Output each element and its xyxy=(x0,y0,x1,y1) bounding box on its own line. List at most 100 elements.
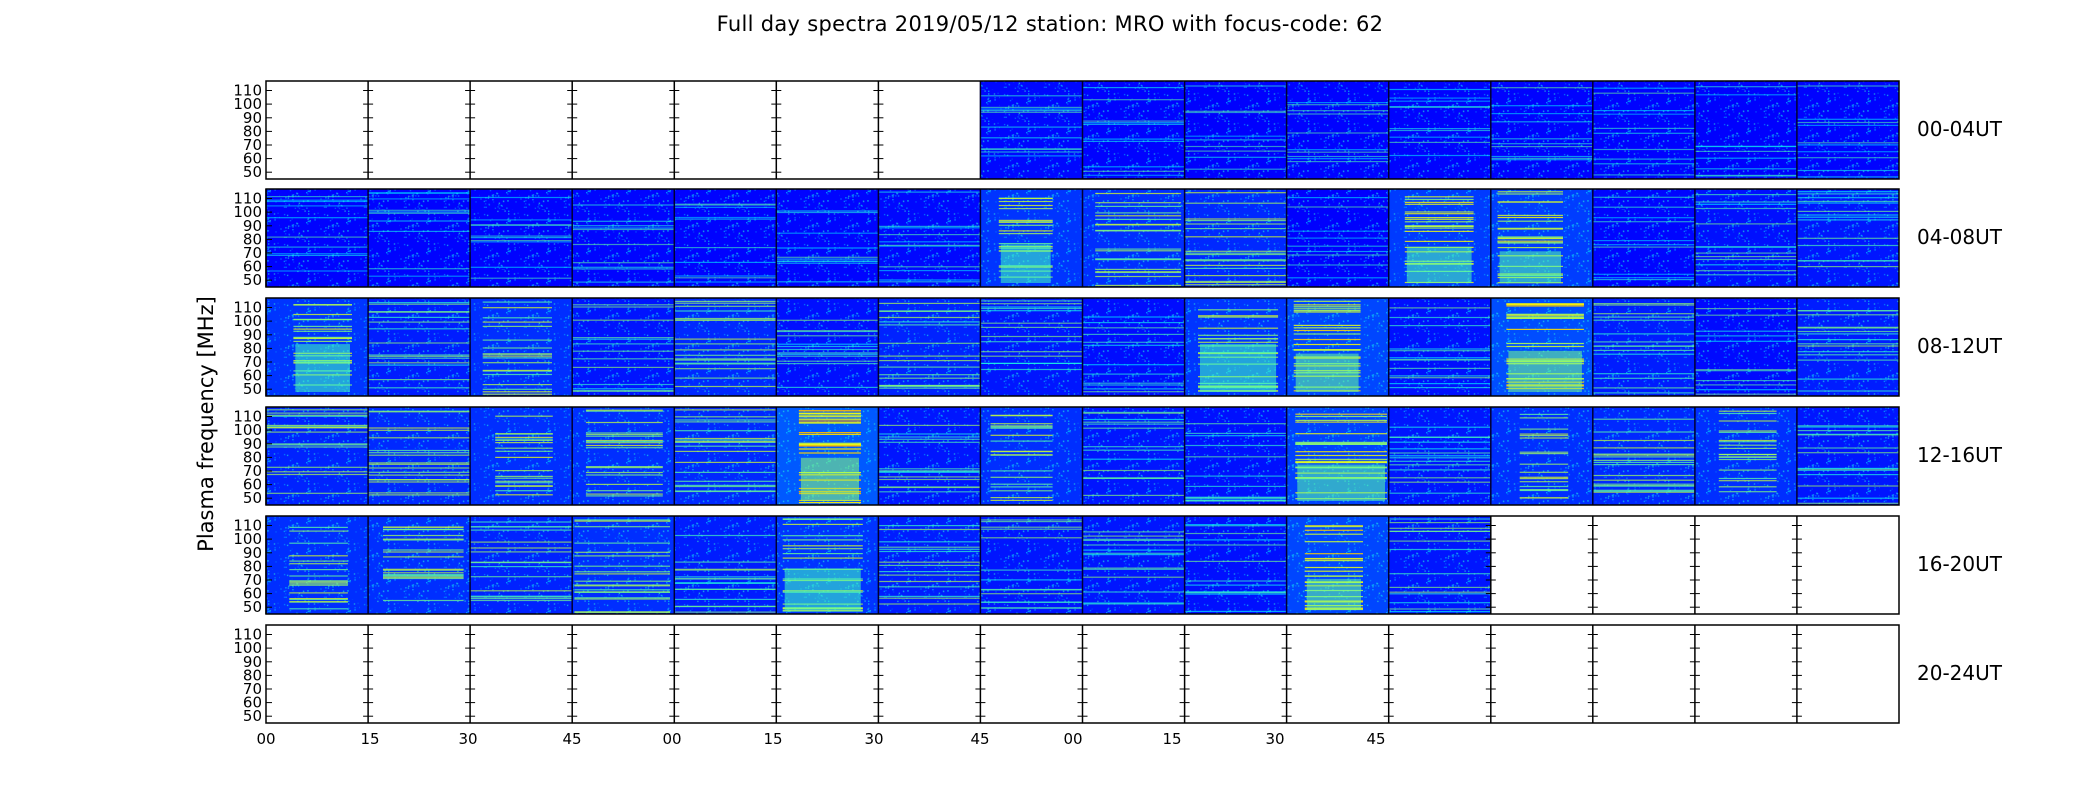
spectra-line xyxy=(1796,266,1899,268)
spectra-line xyxy=(1796,310,1899,312)
spectra-line xyxy=(674,305,777,307)
spectra-line xyxy=(383,549,464,551)
spectra-line xyxy=(368,357,471,359)
spectra-line xyxy=(1490,87,1593,89)
spectra-line xyxy=(266,444,369,446)
spectra-line xyxy=(980,111,1083,113)
spectra-line xyxy=(1796,326,1899,328)
y-tick-label: 50 xyxy=(243,707,262,725)
spectra-line xyxy=(674,588,777,590)
spectra-line xyxy=(1388,97,1491,99)
spectra-line xyxy=(495,490,553,492)
spectra-burst xyxy=(1295,353,1359,392)
row-frame xyxy=(265,406,1900,506)
spectra-line xyxy=(470,566,573,568)
spectra-line xyxy=(1592,279,1695,281)
spectra-line xyxy=(293,325,352,327)
spectra-line xyxy=(266,424,369,426)
spectra-line xyxy=(1497,228,1563,230)
spectra-line xyxy=(776,330,879,333)
spectra-line xyxy=(1404,217,1474,219)
row-label: 08-12UT xyxy=(1917,334,2003,358)
spectra-line xyxy=(383,556,464,558)
spectra-line xyxy=(572,306,675,308)
spectra-line xyxy=(1293,306,1361,308)
spectra-line xyxy=(482,388,552,390)
spectra-line xyxy=(1718,430,1777,432)
y-tick-label: 100 xyxy=(233,421,262,439)
spectra-line xyxy=(1796,502,1899,504)
spectra-line xyxy=(1490,121,1593,123)
spectra-line xyxy=(1796,191,1899,193)
spectra-line xyxy=(1295,443,1387,445)
spectra-line xyxy=(383,528,464,530)
spectra-line xyxy=(1184,260,1287,262)
spectra-line xyxy=(674,362,777,364)
spectra-line xyxy=(674,480,777,482)
spectra-line xyxy=(1082,576,1185,578)
spectra-line xyxy=(495,494,553,496)
spectra-line xyxy=(1796,244,1899,247)
spectra-line xyxy=(1184,150,1287,152)
spectra-line xyxy=(495,436,553,438)
spectra-line xyxy=(1694,256,1797,258)
spectra-line xyxy=(1694,175,1797,177)
spectra-line xyxy=(1506,303,1584,305)
spectra-line xyxy=(1388,128,1491,130)
spectra-line xyxy=(1304,553,1363,555)
spectra-line xyxy=(1388,141,1491,143)
spectra-line xyxy=(878,471,981,473)
y-tick-label: 60 xyxy=(243,694,262,712)
spectra-line xyxy=(482,301,552,303)
spectra-line xyxy=(1592,491,1695,493)
spectra-line xyxy=(980,351,1083,353)
x-tick-label: 00 xyxy=(662,730,681,748)
spectra-burst xyxy=(1508,350,1582,392)
spectra-line xyxy=(1497,237,1563,239)
spectra-line xyxy=(980,110,1083,112)
y-tick-label: 70 xyxy=(243,462,262,480)
spectra-line xyxy=(674,419,777,421)
spectra-line xyxy=(470,196,573,199)
spectra-line xyxy=(878,597,981,599)
spectra-line xyxy=(1286,132,1389,134)
spectra-line xyxy=(1184,223,1287,225)
spectra-line xyxy=(574,542,670,544)
spectra-line xyxy=(990,470,1053,472)
spectra-line xyxy=(1592,341,1695,343)
spectra-line xyxy=(998,219,1053,221)
spectra-line xyxy=(1404,240,1474,242)
y-tick-label: 90 xyxy=(243,653,262,671)
spectra-line xyxy=(776,260,879,262)
spectra-line xyxy=(1718,431,1777,433)
spectra-line xyxy=(470,595,573,597)
spectra-line xyxy=(1592,304,1695,306)
spectra-line xyxy=(1388,573,1491,575)
spectra-line xyxy=(990,425,1053,427)
spectra-line xyxy=(482,347,552,349)
y-tick-label: 50 xyxy=(243,598,262,616)
spectra-line xyxy=(1082,364,1185,366)
y-tick-label: 50 xyxy=(243,163,262,181)
spectra-line xyxy=(1082,322,1185,324)
spectra-line xyxy=(782,557,863,559)
spectra-line xyxy=(574,580,670,582)
spectra-line xyxy=(1388,464,1491,466)
spectra-line xyxy=(470,224,573,226)
spectra-line xyxy=(776,256,879,258)
spectra-line xyxy=(1718,412,1777,415)
spectra-line xyxy=(990,483,1053,485)
y-tick-label: 100 xyxy=(233,203,262,221)
spectra-line xyxy=(585,440,663,443)
spectra-line xyxy=(1184,584,1287,586)
spectra-line xyxy=(1519,481,1569,483)
spectra-line xyxy=(674,485,777,488)
spectra-line xyxy=(674,576,777,578)
spectra-line xyxy=(482,391,552,393)
spectra-line xyxy=(998,197,1053,200)
spectra-line xyxy=(470,237,573,239)
spectra-line xyxy=(1796,169,1899,172)
spectra-line xyxy=(470,240,573,242)
spectra-line xyxy=(1519,437,1569,439)
spectra-line xyxy=(1592,431,1695,433)
